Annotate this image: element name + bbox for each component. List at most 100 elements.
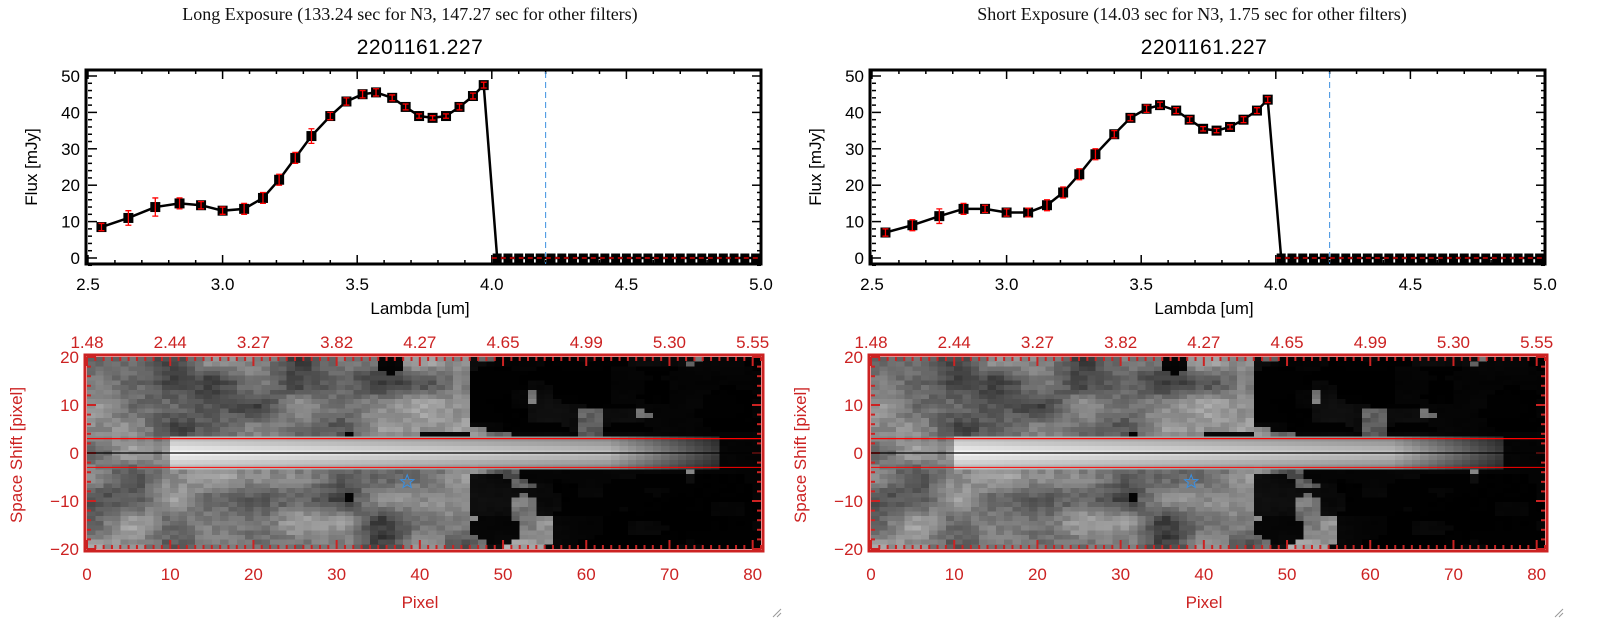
error-bar — [98, 222, 105, 232]
long-exposure-title: Long Exposure (133.24 sec for N3, 147.27… — [182, 4, 638, 24]
zero-data-point — [557, 253, 567, 263]
error-bar — [198, 200, 205, 210]
top-axis-tick-label: 4.27 — [403, 333, 436, 352]
zero-data-point — [621, 253, 631, 263]
y-tick-label: 20 — [845, 176, 864, 195]
zero-data-point — [1384, 253, 1394, 263]
zero-data-point — [1395, 253, 1405, 263]
error-bar — [327, 111, 334, 121]
zero-data-point — [1405, 253, 1415, 263]
top-axis-tick-label: 5.30 — [653, 333, 686, 352]
plot-frame — [868, 68, 1547, 266]
zero-data-point — [1287, 253, 1297, 263]
y-tick-label: 0 — [854, 444, 863, 463]
x-tick-label: 20 — [1028, 565, 1047, 584]
x-tick-label: 3.5 — [1129, 275, 1153, 294]
y-tick-label: 0 — [855, 249, 864, 268]
error-bar — [1111, 129, 1118, 139]
object-id-title: 2201161.227 — [356, 36, 484, 59]
error-bar — [1043, 199, 1050, 212]
y-tick-label: −10 — [834, 492, 863, 511]
zero-data-point — [514, 253, 524, 263]
error-bar — [219, 206, 226, 215]
top-axis-tick-label: 4.99 — [570, 333, 603, 352]
x-tick-label: 4.5 — [615, 275, 639, 294]
error-bar — [982, 204, 989, 214]
y-axis-label: Flux [mJy] — [22, 128, 41, 205]
error-bar — [936, 208, 943, 225]
x-tick-label: 5.0 — [749, 275, 773, 294]
y-tick-label: 10 — [60, 396, 79, 415]
x-tick-label: 2.5 — [860, 275, 884, 294]
zero-data-point — [611, 253, 621, 263]
error-bar — [1240, 116, 1247, 124]
error-bar — [1076, 168, 1083, 181]
top-axis-tick-label: 5.30 — [1437, 333, 1470, 352]
error-bar — [1092, 148, 1099, 161]
plot-frame — [84, 68, 763, 266]
zero-data-point — [1330, 253, 1340, 263]
error-bar — [343, 97, 350, 106]
x-tick-label: 80 — [743, 565, 762, 584]
x-tick-label: 3.0 — [995, 275, 1019, 294]
error-bar — [1025, 207, 1032, 218]
error-bar — [1060, 186, 1067, 199]
x-axis-label: Lambda [um] — [1154, 299, 1253, 318]
y-axis-label: Flux [mJy] — [806, 128, 825, 205]
error-bar — [1213, 127, 1220, 134]
top-axis-tick-label: 3.27 — [1021, 333, 1054, 352]
zero-data-point — [1298, 253, 1308, 263]
object-id-title: 2201161.227 — [1140, 36, 1268, 59]
zero-data-point — [718, 253, 728, 263]
error-bar — [276, 173, 283, 186]
zero-data-point — [675, 253, 685, 263]
x-tick-label: 4.0 — [480, 275, 504, 294]
error-bar — [1173, 107, 1180, 115]
short-exposure-title: Short Exposure (14.03 sec for N3, 1.75 s… — [977, 4, 1407, 24]
x-tick-label: 4.0 — [1264, 275, 1288, 294]
y-tick-label: 30 — [845, 140, 864, 159]
error-bar — [1003, 208, 1010, 217]
error-bar — [389, 94, 396, 102]
top-axis-tick-label: 2.44 — [938, 333, 971, 352]
y-tick-label: 20 — [60, 348, 79, 367]
error-bar — [125, 210, 132, 226]
top-axis-tick-label: 1.48 — [854, 333, 887, 352]
star-icon — [399, 473, 416, 489]
error-bar — [909, 219, 916, 232]
error-bar — [308, 128, 315, 144]
resize-grip-icon[interactable] — [770, 606, 782, 618]
x-tick-label: 50 — [494, 565, 513, 584]
y-tick-label: 50 — [845, 67, 864, 86]
x-tick-label: 60 — [1361, 565, 1380, 584]
top-axis-tick-label: 4.65 — [1271, 333, 1304, 352]
error-bar — [292, 151, 299, 165]
x-tick-label: 0 — [866, 565, 875, 584]
x-tick-label: 70 — [660, 565, 679, 584]
x-tick-label: 5.0 — [1533, 275, 1557, 294]
error-bar — [241, 202, 248, 215]
error-bar — [176, 197, 183, 210]
zero-data-point — [1502, 253, 1512, 263]
error-bar — [469, 92, 476, 100]
zero-data-point — [1448, 253, 1458, 263]
resize-grip-icon[interactable] — [1552, 606, 1564, 618]
top-axis-tick-label: 2.44 — [154, 333, 187, 352]
error-bar — [359, 89, 366, 99]
y-tick-label: −10 — [50, 492, 79, 511]
error-bar — [1227, 124, 1234, 130]
y-tick-label: 10 — [61, 213, 80, 232]
error-bar — [416, 113, 423, 119]
spectrum-line — [101, 82, 756, 260]
error-bar — [402, 103, 409, 111]
y-tick-label: 20 — [844, 348, 863, 367]
x-tick-label: 3.5 — [345, 275, 369, 294]
y-tick-label: 30 — [61, 140, 80, 159]
top-axis-tick-label: 3.82 — [1104, 333, 1137, 352]
error-bar — [1143, 104, 1150, 114]
x-tick-label: 30 — [1111, 565, 1130, 584]
error-bar — [480, 81, 487, 89]
y-tick-label: 40 — [61, 103, 80, 122]
zero-data-point — [1459, 253, 1469, 263]
